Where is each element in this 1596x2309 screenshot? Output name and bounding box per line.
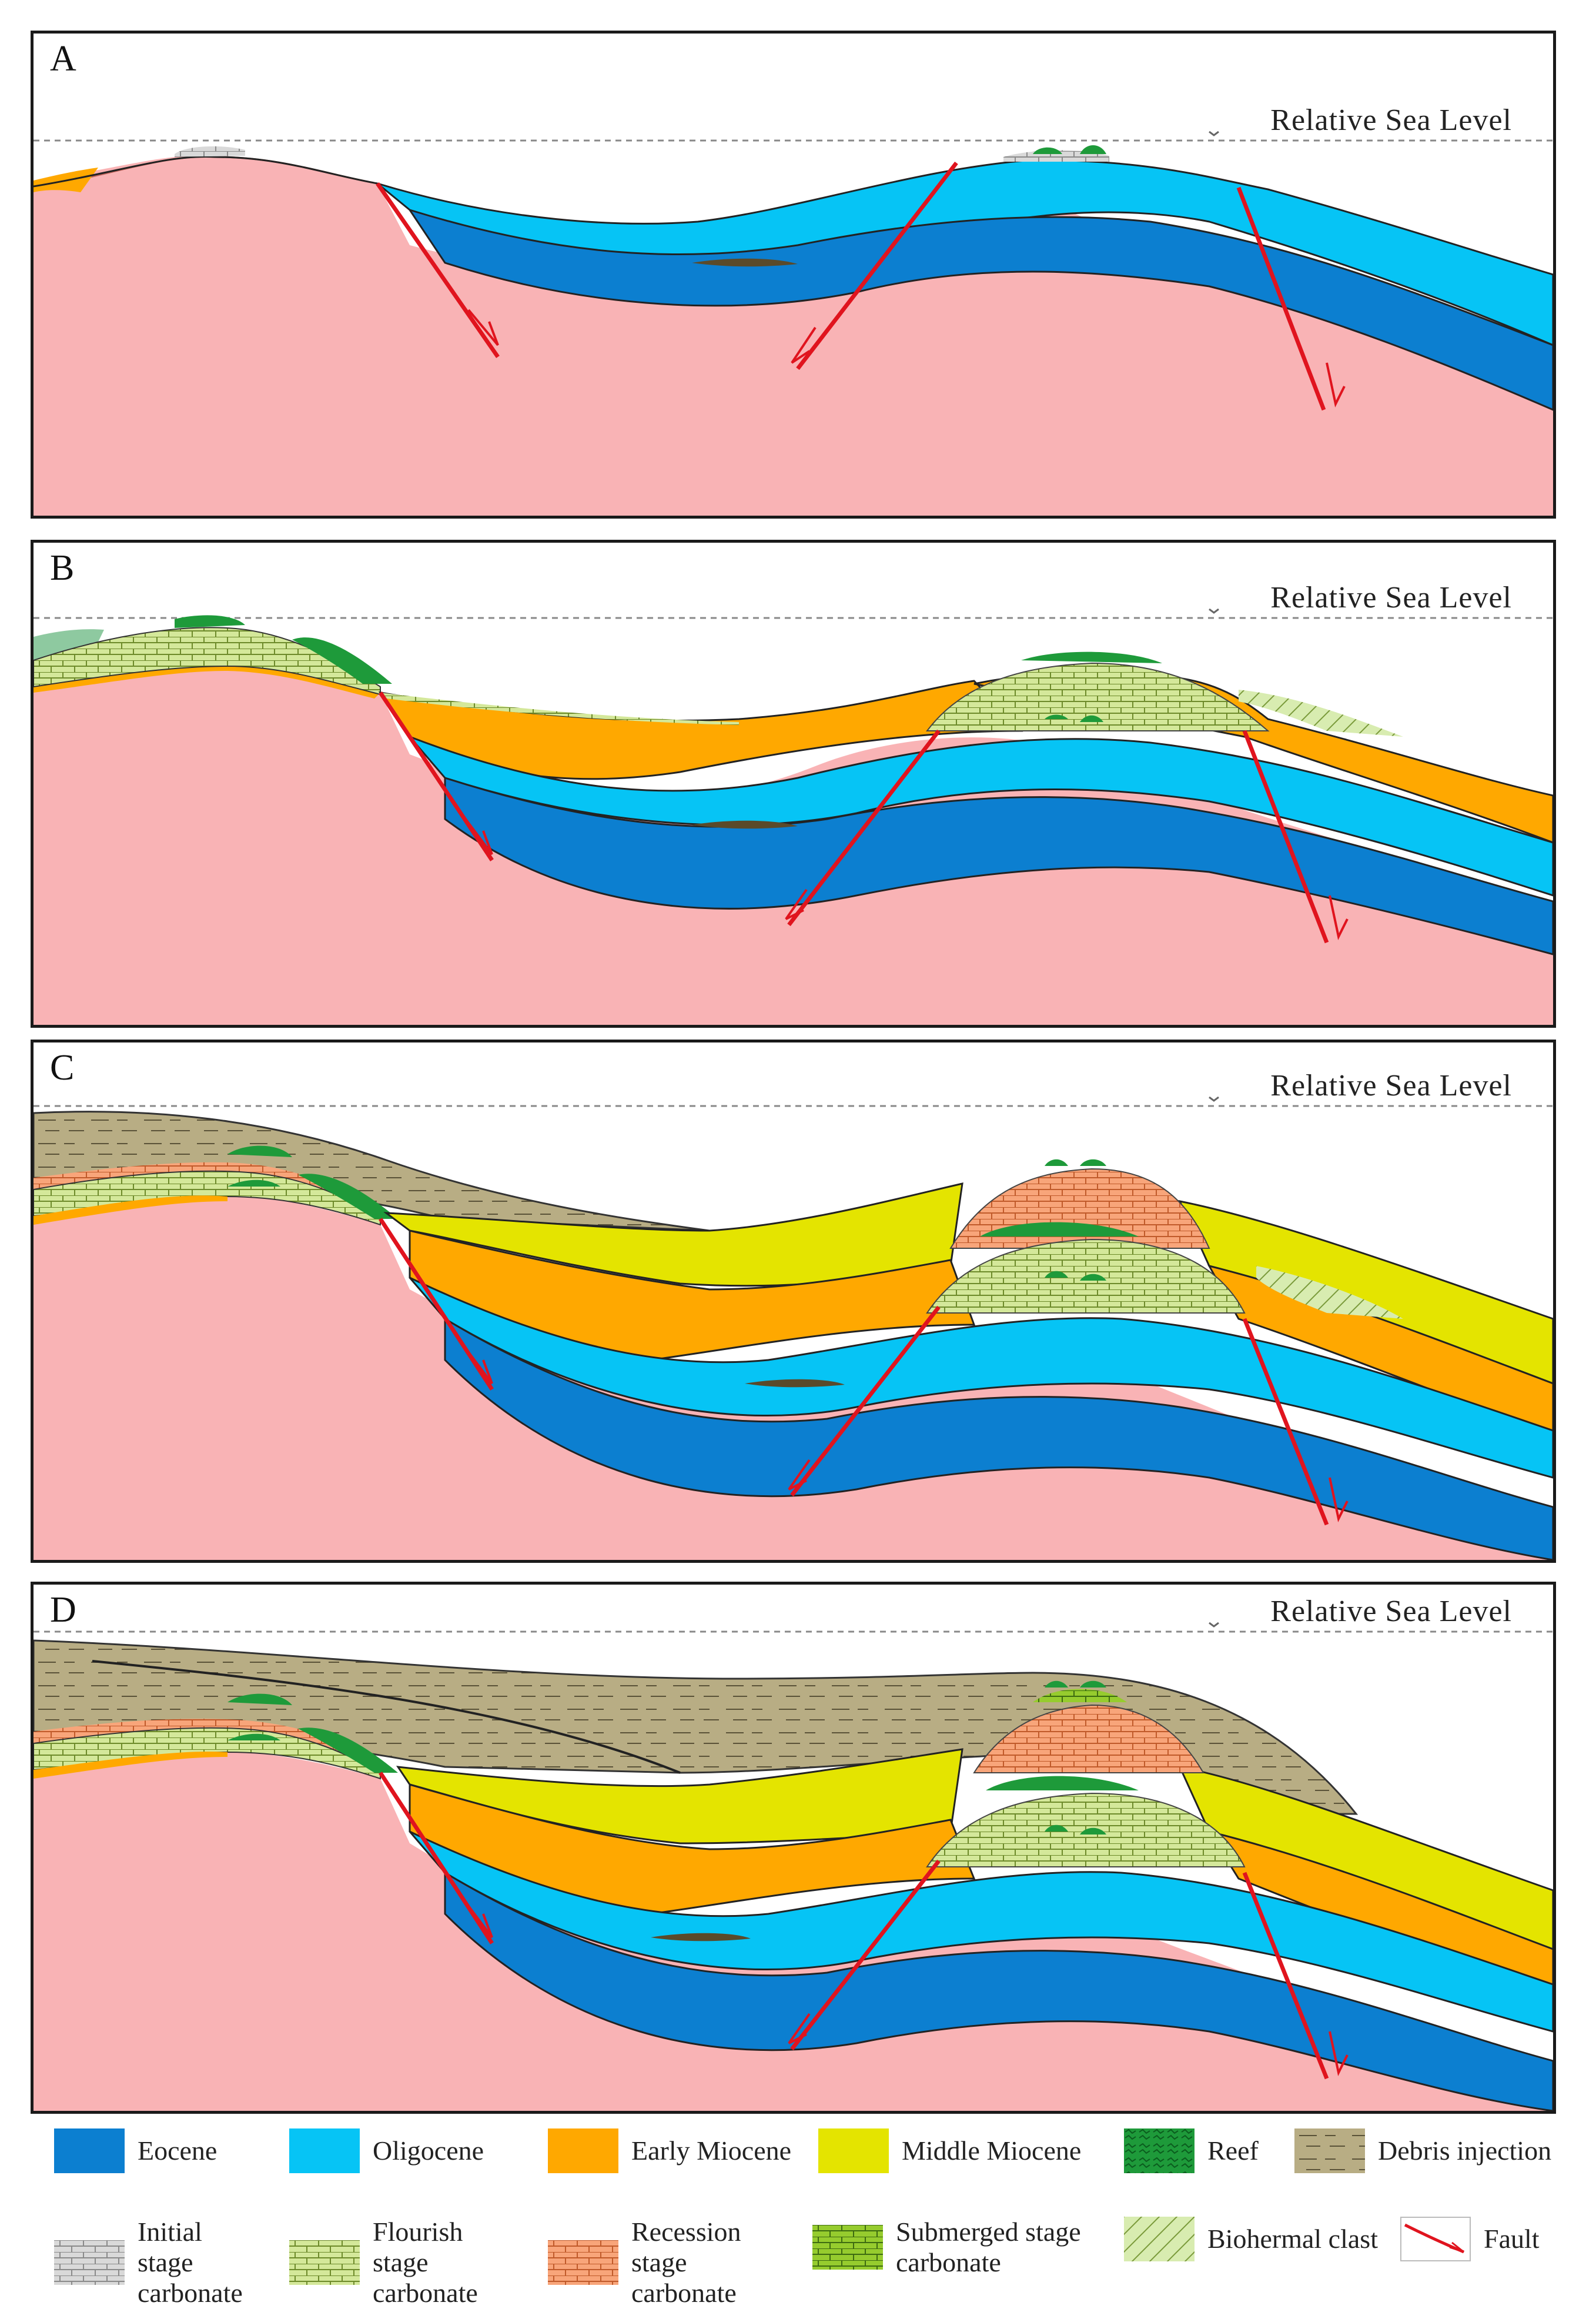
reef — [298, 1174, 398, 1219]
panel-c-section — [34, 1096, 1553, 1560]
initial-carbonate — [175, 146, 245, 157]
sea-level-marker-icon — [1209, 1096, 1219, 1102]
legend-flourish-stage: Flourish stage carbonate — [289, 2217, 531, 2308]
eocene-swatch — [54, 2128, 125, 2173]
panel-letter: A — [50, 39, 76, 79]
fault — [376, 182, 500, 358]
fault — [1242, 1872, 1329, 2080]
legend-label: Recession stage carbonate — [631, 2217, 741, 2308]
fault — [379, 1772, 494, 1944]
eocene-layer — [444, 776, 1553, 955]
legend-label: Eocene — [138, 2136, 218, 2166]
flourish-carbonate — [925, 662, 1270, 731]
middle-miocene-layer — [396, 1748, 963, 1844]
panel-a-section — [34, 131, 1553, 516]
eocene-layer — [444, 1317, 1553, 1560]
basement — [34, 156, 1553, 516]
legend-label: Middle Miocene — [902, 2136, 1082, 2166]
submerged-carbonate-swatch — [812, 2225, 883, 2270]
panel-d-section — [34, 1622, 1553, 2111]
fault — [1236, 186, 1326, 411]
legend-middle-miocene: Middle Miocene — [818, 2128, 1081, 2173]
legend-label: Debris injection — [1378, 2136, 1552, 2166]
sea-level-label: Relative Sea Level — [1270, 1595, 1512, 1628]
legend-fault: Fault — [1400, 2217, 1540, 2261]
reef — [1033, 145, 1106, 154]
legend-label: Biohermal clast — [1207, 2224, 1378, 2254]
legend-label: Flourish stage carbonate — [373, 2217, 478, 2308]
legend-recession-stage: Recession stage carbonate — [548, 2217, 814, 2308]
legend-debris: Debris injection — [1294, 2128, 1551, 2173]
reef-swatch — [1124, 2128, 1195, 2173]
reef — [298, 1727, 398, 1773]
submerged-carbonate — [1033, 1689, 1127, 1702]
fault — [796, 161, 958, 370]
oligocene-layer — [409, 1830, 1553, 2033]
legend-label: Reef — [1207, 2136, 1259, 2166]
fault — [379, 691, 494, 861]
fault — [790, 1859, 941, 2051]
sea-level-label: Relative Sea Level — [1270, 581, 1512, 614]
panel-b-section — [34, 608, 1553, 1025]
panel-d: D Relative Sea Level — [31, 1582, 1556, 2114]
fault — [787, 729, 941, 927]
oligocene-swatch — [289, 2128, 360, 2173]
legend-reef: Reef — [1124, 2128, 1259, 2173]
fault — [1242, 730, 1329, 944]
recession-carbonate-swatch — [548, 2240, 618, 2285]
sea-level-marker-icon — [1209, 1622, 1219, 1628]
reef — [292, 637, 392, 684]
legend-label: Early Miocene — [631, 2136, 792, 2166]
legend-label: Fault — [1484, 2224, 1540, 2254]
oligocene-layer — [409, 1277, 1553, 1479]
debris-swatch — [1294, 2128, 1365, 2173]
biohermal-clast-swatch — [1124, 2217, 1195, 2261]
legend-label: Submerged stage carbonate — [896, 2217, 1081, 2277]
debris-injection — [34, 1639, 1359, 1815]
sea-level-label: Relative Sea Level — [1270, 1069, 1512, 1102]
panel-letter: C — [50, 1048, 75, 1088]
legend-biohermal-clast: Biohermal clast — [1124, 2217, 1378, 2261]
initial-carbonate-swatch — [54, 2240, 125, 2285]
panel-c: C Relative Sea Level — [31, 1040, 1556, 1563]
flourish-carbonate-swatch — [289, 2240, 360, 2285]
legend: Eocene Oligocene Early Miocene Middle Mi… — [31, 2123, 1556, 2308]
eocene-layer — [444, 1871, 1553, 2111]
legend-oligocene: Oligocene — [289, 2128, 484, 2173]
legend-submerged-stage: Submerged stage carbonate — [812, 2217, 1081, 2278]
fault-swatch-icon — [1400, 2217, 1471, 2261]
legend-initial-stage: Initial stage carbonate — [54, 2217, 279, 2308]
panel-b: B Relative Sea Level — [31, 540, 1556, 1028]
fault — [379, 1218, 494, 1391]
legend-label: Initial stage carbonate — [138, 2217, 243, 2308]
middle-miocene-layer — [383, 1182, 963, 1287]
fault — [1242, 1318, 1329, 1526]
sea-level-label: Relative Sea Level — [1270, 103, 1512, 137]
panel-letter: B — [50, 548, 75, 588]
sea-level-marker-icon — [1209, 608, 1219, 614]
fault — [790, 1305, 941, 1497]
legend-early-miocene: Early Miocene — [548, 2128, 791, 2173]
middle-miocene-swatch — [818, 2128, 889, 2173]
recession-carbonate — [973, 1704, 1204, 1773]
panel-letter: D — [50, 1590, 76, 1630]
sea-level-marker-icon — [1209, 131, 1219, 136]
legend-label: Oligocene — [373, 2136, 484, 2166]
panel-a: A Relative Sea Level — [31, 31, 1556, 519]
legend-eocene: Eocene — [54, 2128, 217, 2173]
early-miocene-swatch — [548, 2128, 618, 2173]
